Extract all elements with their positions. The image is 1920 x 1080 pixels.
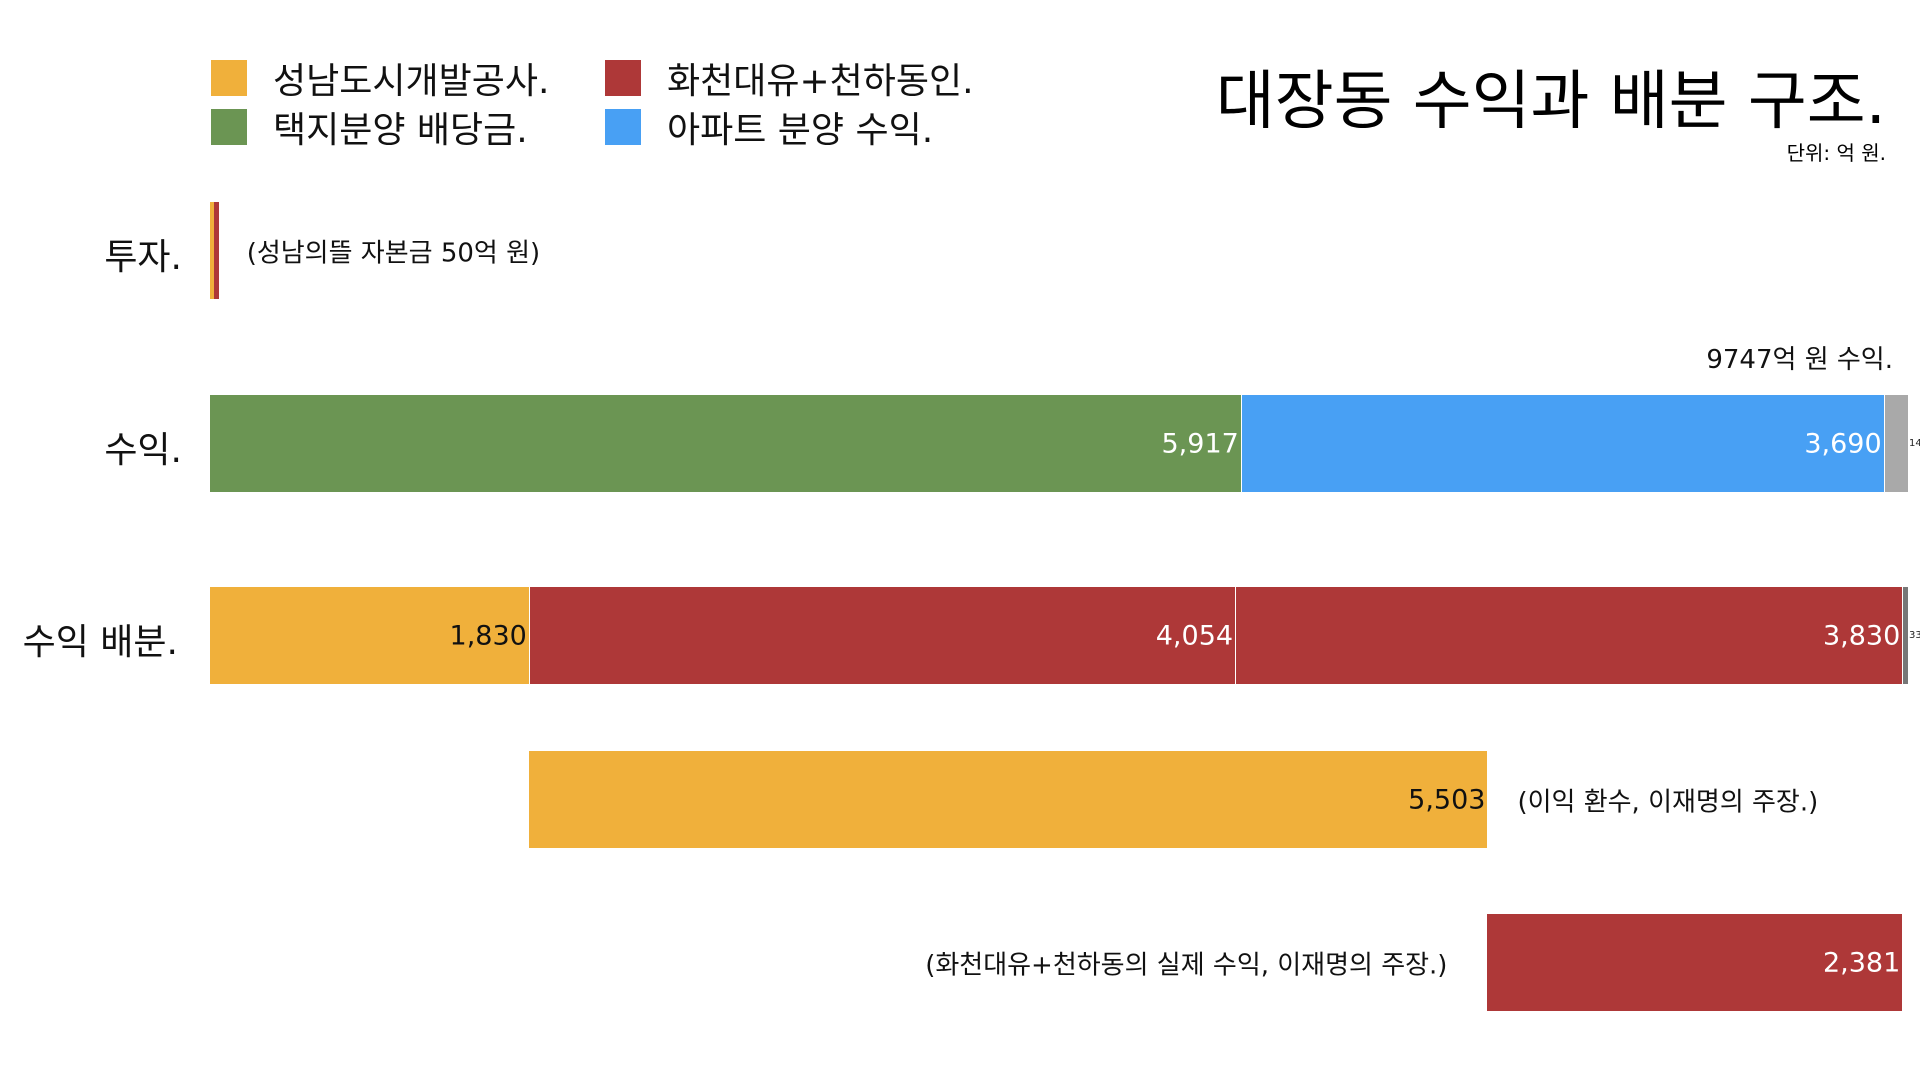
bar-segment: [1235, 587, 1903, 684]
bar-value-label: 3,830: [1822, 620, 1901, 651]
bar-annotation: (성남의뜰 자본금 50억 원): [246, 238, 541, 268]
legend-swatch: [605, 109, 641, 145]
bar-value-label: 2,381: [1822, 947, 1901, 978]
legend-swatch: [211, 109, 247, 145]
bar-annotation: (이익 환수, 이재명의 주장.): [1517, 787, 1819, 817]
row-label: 투자.: [104, 236, 182, 278]
bar-value-label: 5,503: [1408, 784, 1486, 815]
legend-item: 아파트 분양 수익.: [605, 101, 933, 153]
legend-item: 성남도시개발공사.: [211, 52, 549, 104]
bar-value-label: 3,690: [1804, 428, 1882, 459]
legend-label: 성남도시개발공사.: [273, 61, 550, 102]
bar-annotation: (화천대유+천하동의 실제 수익, 이재명의 주장.): [925, 950, 1448, 980]
bar-segment: [1902, 587, 1908, 684]
bar-value-label: 33: [1909, 629, 1920, 641]
legend-swatch: [211, 60, 247, 96]
bar-segment: [1883, 395, 1908, 492]
bar-segment: [210, 202, 215, 299]
total-annotation: 9747억 원 수익.: [1706, 345, 1893, 375]
legend-label: 아파트 분양 수익.: [667, 110, 934, 151]
bar-segment: [214, 202, 219, 299]
bar-segment: [528, 751, 1488, 848]
bar-value-label: 5,917: [1161, 428, 1239, 459]
bar-segment: [1487, 914, 1903, 1011]
row-label: 수익 배분.: [22, 621, 178, 663]
unit-label: 단위: 억 원.: [1786, 141, 1886, 165]
legend-item: 택지분양 배당금.: [211, 101, 528, 153]
bar-value-label: 1,830: [449, 620, 527, 651]
bar-value-label: 4,054: [1155, 620, 1234, 651]
bar-segment: [210, 395, 1241, 492]
legend-item: 화천대유+천하동인.: [605, 52, 974, 104]
bar-value-label: 140: [1909, 437, 1920, 449]
chart-title: 대장동 수익과 배분 구조.: [1215, 65, 1886, 139]
legend-label: 화천대유+천하동인.: [667, 61, 974, 102]
bar-segment: [1240, 395, 1884, 492]
legend-label: 택지분양 배당금.: [273, 110, 528, 151]
bar-segment: [210, 587, 529, 684]
legend-swatch: [605, 60, 641, 96]
row-label: 수익.: [104, 429, 182, 471]
bar-segment: [528, 587, 1236, 684]
